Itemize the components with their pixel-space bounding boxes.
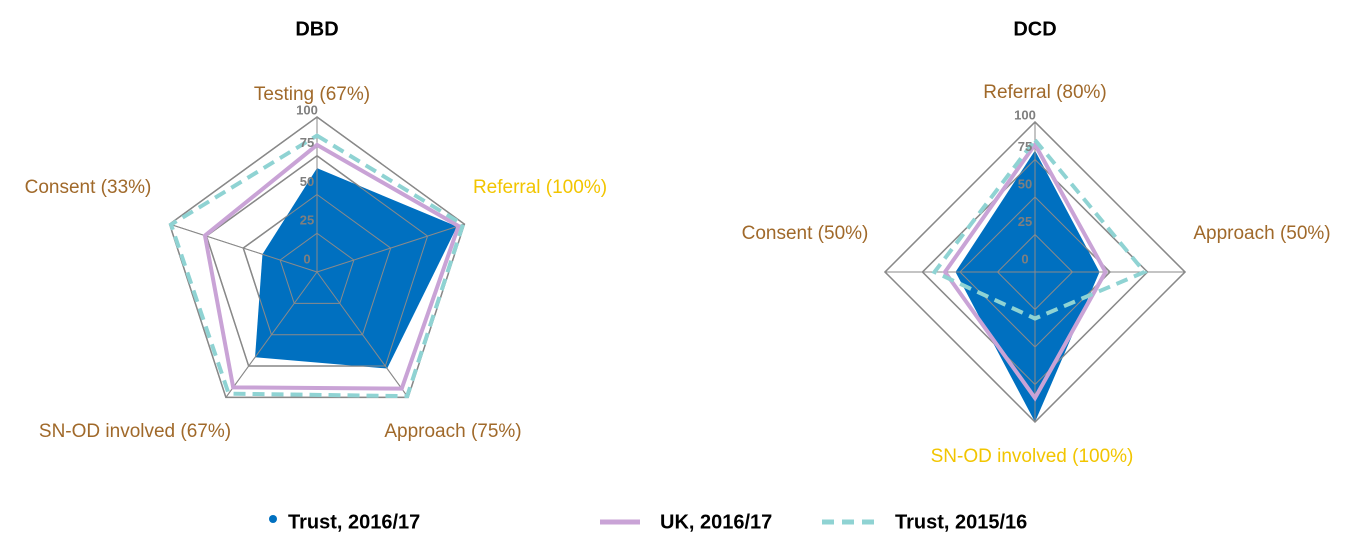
tick-label: 0	[303, 251, 310, 266]
axis-label: Approach (50%)	[1193, 223, 1330, 244]
legend-label: Trust, 2016/17	[288, 511, 420, 533]
axis-label: SN-OD involved (100%)	[931, 446, 1134, 467]
grid-ring	[279, 232, 355, 304]
tick-label: 100	[296, 102, 318, 117]
axis-label: Consent (50%)	[742, 223, 869, 244]
legend-label: UK, 2016/17	[660, 511, 772, 533]
axis-label: Consent (33%)	[25, 177, 152, 198]
tick-label: 75	[1018, 139, 1032, 154]
tick-label: 25	[1018, 214, 1032, 229]
series-area	[255, 168, 458, 369]
series-dashed	[168, 133, 466, 399]
legend-marker	[269, 515, 277, 523]
tick-label: 0	[1021, 251, 1028, 266]
axis-label: Testing (67%)	[254, 84, 370, 105]
chart-title: DBD	[295, 18, 338, 40]
spoke	[316, 223, 465, 273]
tick-label: 25	[300, 213, 314, 228]
series-line	[942, 140, 1108, 402]
tick-label: 50	[300, 174, 314, 189]
tick-label: 100	[1014, 107, 1036, 122]
grid-ring	[168, 116, 466, 398]
series-line	[202, 142, 461, 391]
spoke	[169, 223, 318, 273]
series-area	[955, 150, 1100, 422]
spoke	[316, 271, 409, 398]
axis-label: Referral (80%)	[983, 82, 1107, 103]
axis-label: SN-OD involved (67%)	[39, 421, 231, 442]
axis-label: Approach (75%)	[384, 421, 521, 442]
axis-label: Referral (100%)	[473, 177, 607, 198]
legend-label: Trust, 2015/16	[895, 511, 1027, 533]
series-dashed	[931, 136, 1148, 321]
tick-label: 50	[1018, 176, 1032, 191]
grid-ring	[205, 155, 429, 367]
grid-ring	[242, 193, 392, 336]
chart-title: DCD	[1013, 18, 1056, 40]
spoke	[225, 271, 318, 398]
tick-label: 75	[300, 135, 314, 150]
